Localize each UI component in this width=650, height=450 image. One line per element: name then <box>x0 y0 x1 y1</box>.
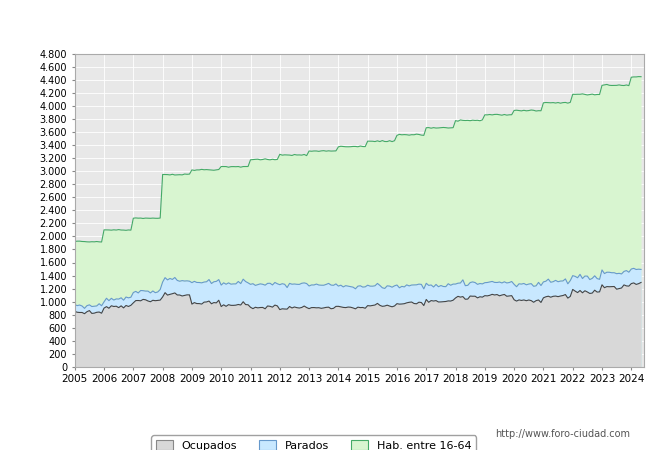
Legend: Ocupados, Parados, Hab. entre 16-64: Ocupados, Parados, Hab. entre 16-64 <box>151 435 476 450</box>
Text: http://www.foro-ciudad.com: http://www.foro-ciudad.com <box>495 429 630 439</box>
Text: Cubas de la Sagra - Evolucion de la poblacion en edad de Trabajar Mayo de 2024: Cubas de la Sagra - Evolucion de la pobl… <box>66 17 584 30</box>
